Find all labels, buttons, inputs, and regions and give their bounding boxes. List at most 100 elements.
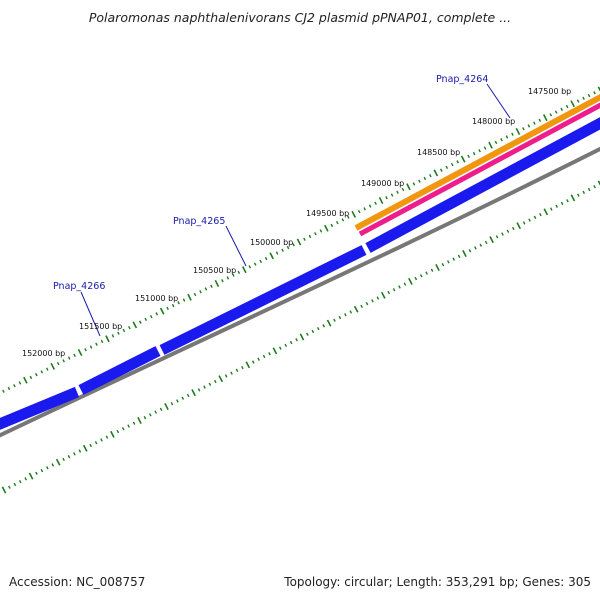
scale-tick xyxy=(357,209,361,214)
scale-tick xyxy=(159,307,165,315)
scale-tick xyxy=(319,229,323,233)
gene-label-leader-4265 xyxy=(225,225,247,267)
scale-tick xyxy=(527,124,531,128)
scale-tick xyxy=(295,338,298,342)
gene-pnap-4264[interactable] xyxy=(365,117,600,253)
scale-tick xyxy=(472,151,476,156)
scale-tick xyxy=(387,290,391,295)
scale-tick xyxy=(419,274,423,278)
gene-label-pnap-4265[interactable]: Pnap_4265 xyxy=(173,216,225,227)
scale-tick xyxy=(495,235,499,239)
scale-tick xyxy=(1,486,7,494)
scale-tick xyxy=(346,215,350,219)
scale-tick xyxy=(316,326,320,331)
scale-tick xyxy=(186,393,190,398)
scale-tick xyxy=(159,407,163,412)
scale-tick xyxy=(414,276,418,281)
scale-tick xyxy=(488,141,493,149)
genome-summary-text: Topology: circular; Length: 353,291 bp; … xyxy=(284,575,591,589)
scale-tick xyxy=(371,299,374,303)
scale-tick xyxy=(565,104,569,109)
scale-tick xyxy=(418,179,421,183)
scale-tick xyxy=(380,291,386,299)
scale-tick xyxy=(326,319,332,327)
feature-track-magenta[interactable] xyxy=(358,100,600,237)
scale-tick xyxy=(306,332,309,336)
gene-label-pnap-4266[interactable]: Pnap_4266 xyxy=(53,281,105,292)
scale-tick xyxy=(18,381,22,385)
scale-tick xyxy=(213,379,217,384)
scale-tick xyxy=(401,187,405,192)
tick-label: 151500 bp xyxy=(79,322,122,331)
gene-label-leader-4266 xyxy=(80,291,101,337)
scale-tick xyxy=(597,86,600,92)
scale-tick xyxy=(396,190,399,194)
scale-tick xyxy=(522,221,526,225)
tick-label: 150000 bp xyxy=(250,238,293,247)
scale-tick xyxy=(549,207,553,211)
scale-tick xyxy=(62,359,65,363)
gene-pnap-4265-segment[interactable] xyxy=(159,245,367,355)
scale-tick xyxy=(193,292,197,297)
scale-tick xyxy=(208,382,212,386)
scale-tick xyxy=(423,176,427,181)
scale-tick xyxy=(245,361,251,369)
scale-tick xyxy=(272,347,278,355)
scale-tick xyxy=(13,384,16,388)
scale-tick xyxy=(176,399,179,403)
tick-label: 152000 bp xyxy=(22,349,65,358)
scale-tick xyxy=(18,479,22,484)
scale-tick xyxy=(232,273,235,277)
scale-tick xyxy=(494,140,498,145)
scale-tick xyxy=(164,403,169,411)
scale-tick xyxy=(204,287,208,291)
scale-tick xyxy=(128,325,131,330)
scale-tick xyxy=(56,361,60,366)
scale-tick xyxy=(570,100,575,108)
scale-tick xyxy=(94,441,98,445)
scale-tick xyxy=(29,375,33,380)
scale-tick xyxy=(82,444,88,452)
scale-tick xyxy=(452,257,456,261)
scale-tick xyxy=(338,315,342,320)
scale-tick xyxy=(335,220,339,225)
feature-track-orange[interactable] xyxy=(354,92,600,231)
scale-tick xyxy=(333,318,336,322)
scale-tick xyxy=(456,160,460,164)
scale-tick xyxy=(516,222,522,230)
scale-tick xyxy=(40,370,44,374)
scale-tick xyxy=(593,185,596,189)
scale-tick xyxy=(406,183,411,191)
scale-tick xyxy=(143,415,147,420)
scale-tick xyxy=(278,346,282,350)
scale-tick xyxy=(284,343,288,348)
scale-tick xyxy=(593,91,596,95)
scale-tick xyxy=(181,396,185,400)
scale-tick xyxy=(505,135,509,139)
scale-tick xyxy=(230,371,233,375)
scale-tick xyxy=(542,114,548,122)
gene-pnap-4265[interactable] xyxy=(78,346,161,395)
scale-tick xyxy=(138,320,142,324)
scale-tick xyxy=(412,182,416,186)
scale-tick xyxy=(241,365,244,370)
scale-tick xyxy=(248,265,252,269)
scale-tick xyxy=(34,372,38,377)
scale-tick xyxy=(378,197,384,205)
scale-tick xyxy=(560,201,564,206)
scale-tick xyxy=(40,468,44,473)
gene-pnap-4266[interactable] xyxy=(0,386,80,430)
scale-tick xyxy=(597,180,600,186)
gene-label-leader-4264 xyxy=(486,83,511,119)
tick-label: 151000 bp xyxy=(135,294,178,303)
scale-tick xyxy=(390,193,394,197)
scale-tick xyxy=(281,248,284,252)
scale-tick xyxy=(110,430,115,438)
scale-tick xyxy=(226,276,230,280)
scale-tick xyxy=(100,339,104,344)
scale-tick xyxy=(479,243,483,247)
gene-label-pnap-4264[interactable]: Pnap_4264 xyxy=(436,74,488,85)
scale-tick xyxy=(360,304,363,309)
scale-tick xyxy=(341,218,345,222)
